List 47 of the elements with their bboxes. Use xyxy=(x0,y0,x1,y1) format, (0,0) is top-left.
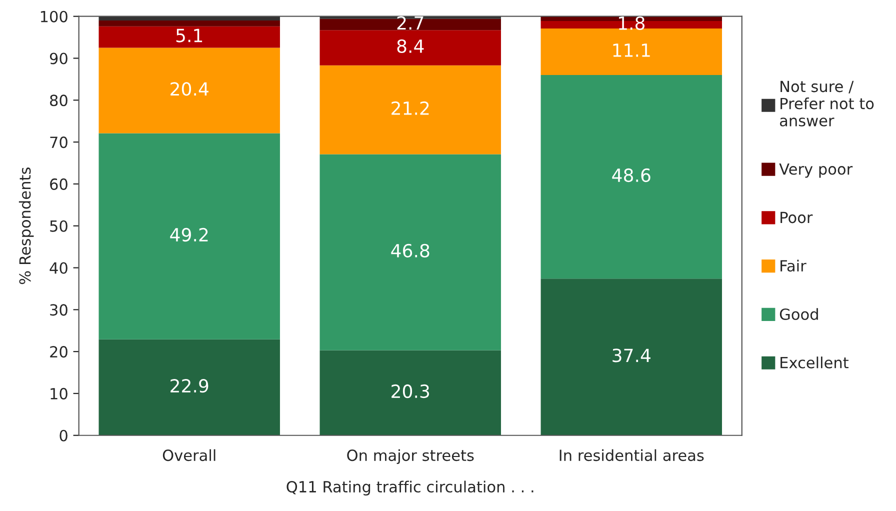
y-tick-label: 10 xyxy=(50,388,68,400)
y-tick-label: 100 xyxy=(40,10,68,22)
y-tick-label: 50 xyxy=(50,220,68,232)
legend-label: Fair xyxy=(780,260,806,272)
bar xyxy=(98,48,280,134)
x-tick-label: In residential areas xyxy=(560,449,704,462)
bar xyxy=(98,133,280,340)
legend-label: Very poor xyxy=(779,163,853,178)
y-tick-label: 20 xyxy=(50,346,68,358)
bar xyxy=(320,350,501,436)
bar xyxy=(540,278,722,436)
data-label: 48.6 xyxy=(612,168,650,182)
bar xyxy=(98,26,280,48)
x-tick-label: Overall xyxy=(162,449,216,462)
data-label: 37.4 xyxy=(612,348,650,362)
bar xyxy=(320,154,501,350)
data-label: 1.8 xyxy=(619,16,645,30)
x-tick-label: On major streets xyxy=(347,449,474,464)
y-tick-label: 0 xyxy=(60,430,68,442)
y-axis-title: % Respondents xyxy=(18,168,34,284)
bar xyxy=(540,28,722,76)
y-tick-label: 90 xyxy=(50,52,68,64)
data-label: 20.4 xyxy=(170,82,208,96)
data-label: 8.4 xyxy=(397,39,424,54)
y-tick-label: 40 xyxy=(50,262,68,274)
bar xyxy=(98,20,280,26)
data-label: 49.2 xyxy=(170,228,208,242)
bar xyxy=(320,65,501,154)
data-label: 46.8 xyxy=(391,244,430,258)
data-label: 2.7 xyxy=(397,16,424,30)
bar xyxy=(98,339,280,436)
data-label: 5.1 xyxy=(176,28,202,42)
y-tick-label: 70 xyxy=(50,136,68,148)
legend-label: Excellent xyxy=(780,356,848,368)
bar xyxy=(320,30,501,66)
y-tick-label: 80 xyxy=(50,94,68,106)
bar xyxy=(540,75,722,279)
legend-label: Good xyxy=(780,308,818,320)
legend-label: Not sure / Prefer not to answer xyxy=(780,80,874,126)
legend-label: Poor xyxy=(780,212,813,224)
data-label: 21.2 xyxy=(392,101,429,115)
data-label: 22.9 xyxy=(170,378,208,393)
data-label: 20.3 xyxy=(392,384,430,398)
y-tick-label: 30 xyxy=(50,304,68,316)
y-tick-label: 60 xyxy=(50,178,68,190)
data-label: 11.1 xyxy=(613,44,650,57)
x-axis-title: Q11 Rating traffic circulation . . . xyxy=(286,480,534,496)
